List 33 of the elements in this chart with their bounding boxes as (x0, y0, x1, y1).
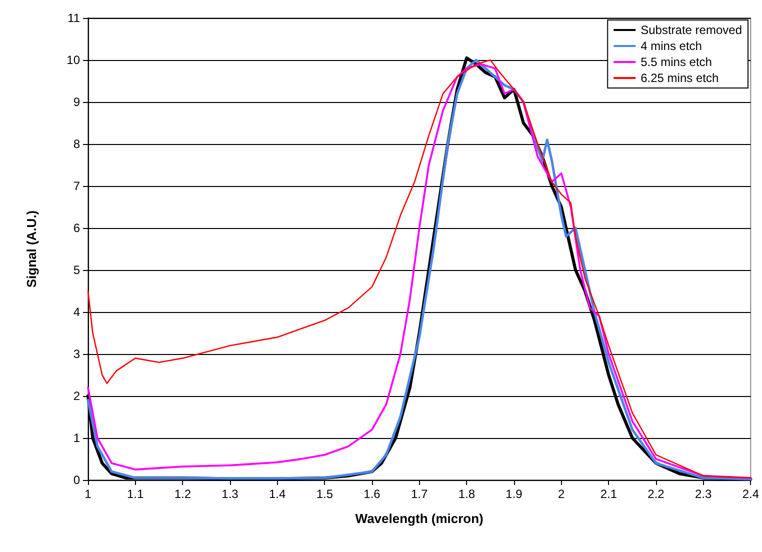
x-tick-label: 1.3 (222, 487, 239, 501)
y-tick-label: 4 (73, 305, 80, 319)
legend-label: 4 mins etch (640, 39, 702, 53)
x-tick-label: 1.7 (410, 487, 428, 501)
x-tick-label: 1 (84, 487, 92, 501)
x-tick-label: 2.4 (742, 487, 760, 501)
x-tick-label: 2 (558, 487, 565, 501)
y-tick-label: 11 (68, 11, 80, 25)
y-tick-label: 5 (73, 263, 80, 277)
x-tick-label: 2.1 (600, 487, 618, 501)
x-tick-label: 1.6 (364, 487, 381, 501)
x-tick-label: 2.3 (694, 487, 712, 501)
y-tick-label: 1 (73, 431, 80, 445)
y-tick-label: 2 (73, 389, 80, 403)
y-tick-label: 9 (73, 95, 80, 109)
legend-label: 6.25 mins etch (640, 71, 719, 85)
x-tick-label: 1.8 (458, 487, 476, 501)
y-tick-label: 3 (73, 347, 80, 361)
x-axis-title: Wavelength (micron) (355, 511, 484, 526)
x-tick-label: 1.9 (506, 487, 523, 501)
x-tick-label: 1.4 (268, 487, 286, 501)
y-axis-title: Signal (A.U.) (24, 210, 39, 288)
y-tick-label: 10 (66, 53, 80, 67)
legend-label: Substrate removed (640, 23, 742, 37)
y-tick-label: 6 (73, 221, 80, 235)
x-tick-label: 1.2 (174, 487, 192, 501)
legend-label: 5.5 mins etch (640, 55, 712, 69)
y-tick-label: 7 (73, 179, 80, 193)
x-tick-label: 2.2 (648, 487, 665, 501)
y-tick-label: 8 (73, 137, 80, 151)
x-tick-label: 1.5 (316, 487, 334, 501)
x-tick-label: 1.1 (126, 487, 144, 501)
y-tick-label: 0 (73, 473, 80, 487)
